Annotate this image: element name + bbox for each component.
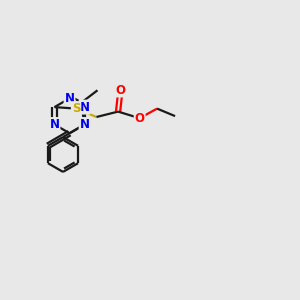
Text: N: N	[80, 100, 90, 114]
Text: N: N	[80, 118, 90, 131]
Text: S: S	[72, 102, 80, 115]
Text: O: O	[116, 83, 125, 97]
Text: N: N	[64, 92, 74, 105]
Text: N: N	[50, 118, 59, 131]
Text: O: O	[135, 112, 145, 125]
